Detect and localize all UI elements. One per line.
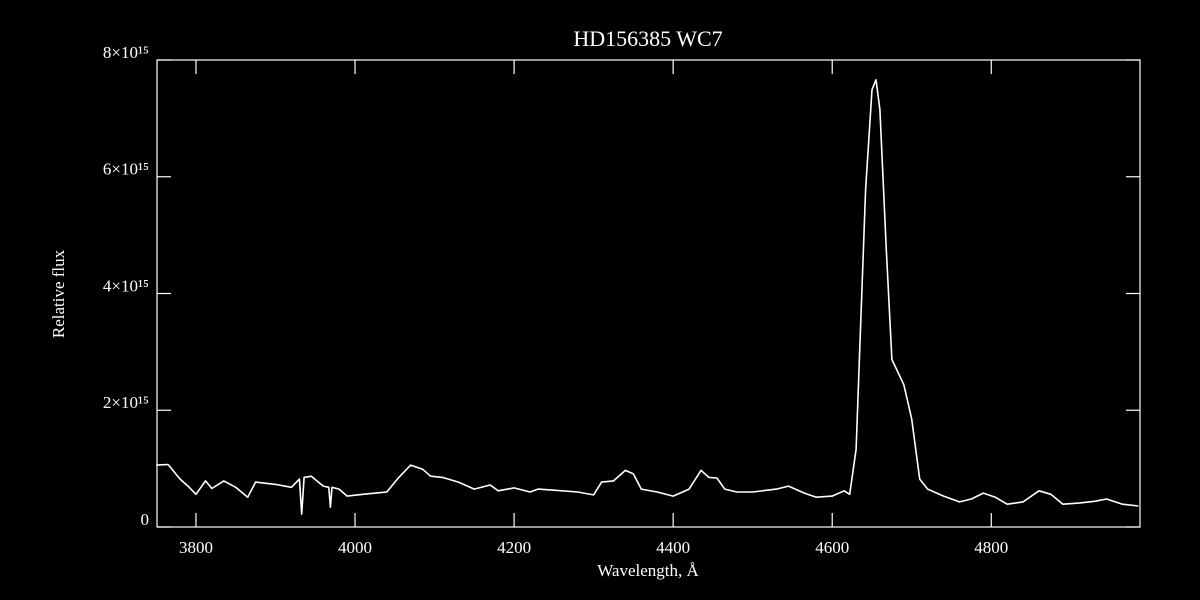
x-tick-label: 4000	[338, 538, 372, 557]
x-tick-label: 3800	[179, 538, 213, 557]
spectrum-line	[156, 79, 1139, 515]
y-tick-label: 0	[141, 510, 150, 529]
y-tick-label: 8×10¹⁵	[103, 43, 149, 62]
x-tick-label: 4400	[656, 538, 690, 557]
y-tick-label: 6×10¹⁵	[103, 160, 149, 179]
y-tick-label: 4×10¹⁵	[103, 276, 149, 295]
y-tick-label: 2×10¹⁵	[103, 393, 149, 412]
chart-title: HD156385 WC7	[573, 26, 722, 51]
x-axis-label: Wavelength, Å	[597, 561, 699, 580]
x-tick-label: 4600	[815, 538, 849, 557]
x-tick-label: 4800	[974, 538, 1008, 557]
x-tick-label: 4200	[497, 538, 531, 557]
y-axis-label: Relative flux	[49, 249, 68, 338]
